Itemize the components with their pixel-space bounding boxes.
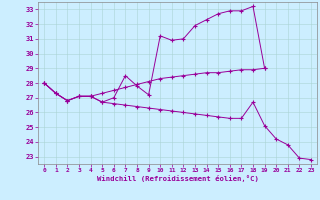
X-axis label: Windchill (Refroidissement éolien,°C): Windchill (Refroidissement éolien,°C) <box>97 175 259 182</box>
